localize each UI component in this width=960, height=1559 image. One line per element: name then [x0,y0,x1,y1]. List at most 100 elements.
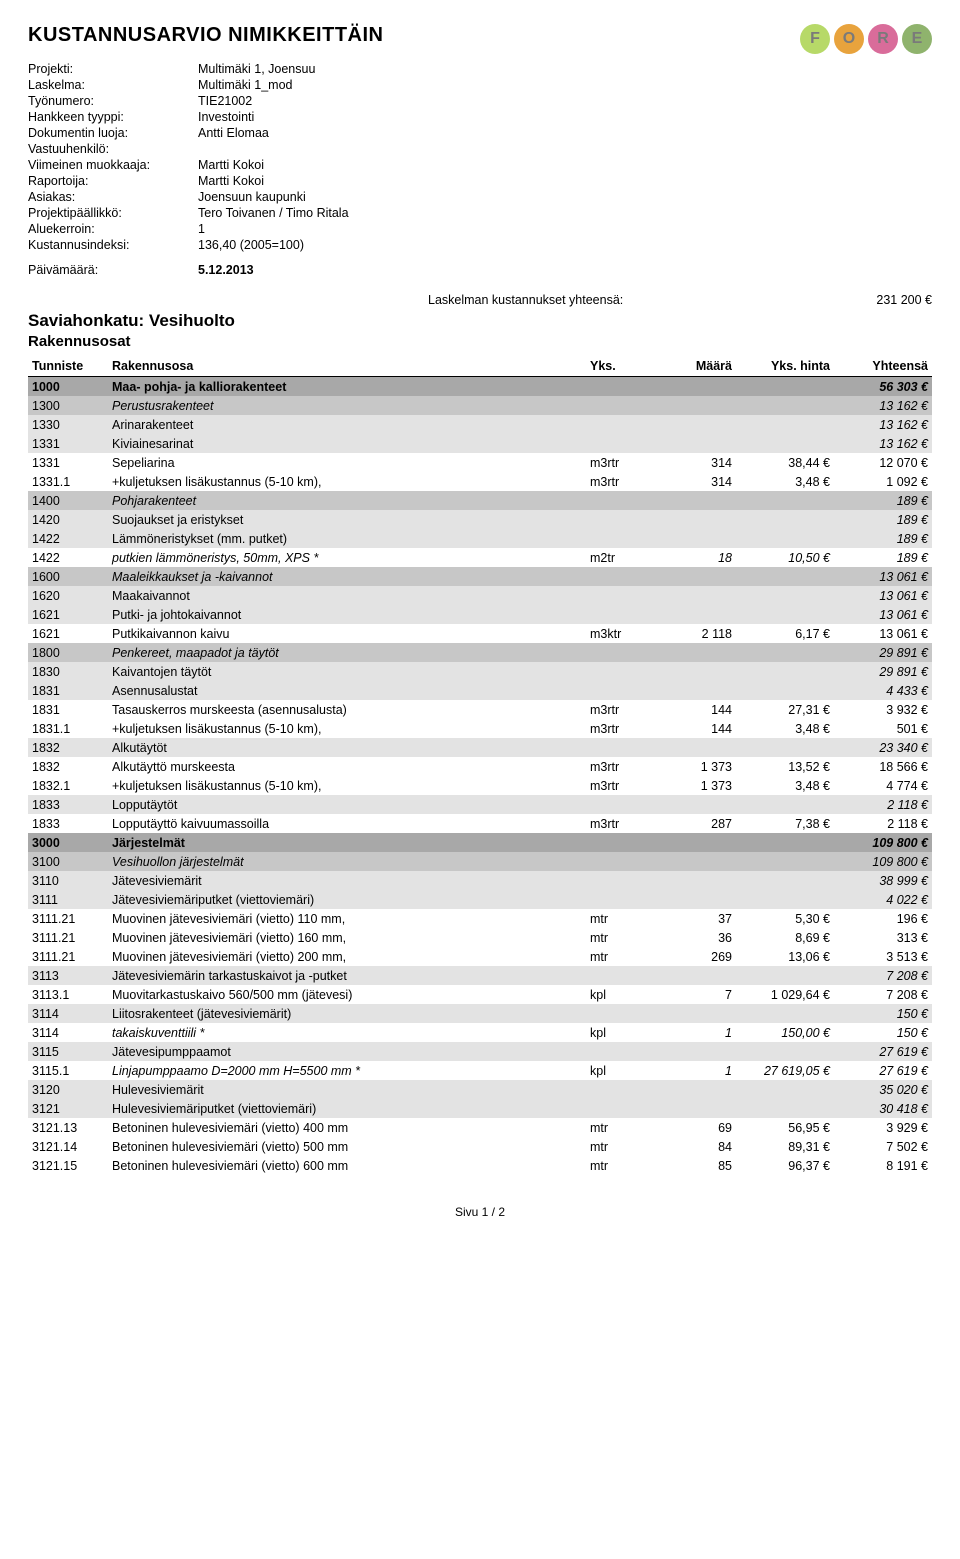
cell-id: 3121 [28,1099,108,1118]
meta-label: Työnumero: [28,93,198,109]
table-row: 3113Jätevesiviemärin tarkastuskaivot ja … [28,966,932,985]
cell-total: 35 020 € [834,1080,932,1099]
table-row: 3114Liitosrakenteet (jätevesiviemärit)15… [28,1004,932,1023]
cell-id: 3121.13 [28,1118,108,1137]
cell-unit [586,1080,648,1099]
cell-price: 8,69 € [736,928,834,947]
meta-label: Dokumentin luoja: [28,125,198,141]
cell-unit: mtr [586,1118,648,1137]
cell-qty [648,510,736,529]
col-id: Tunniste [28,356,108,377]
cell-price: 7,38 € [736,814,834,833]
meta-row: Aluekerroin:1 [28,221,349,237]
cell-desc: +kuljetuksen lisäkustannus (5-10 km), [108,776,586,795]
cell-desc: Hulevesiviemärit [108,1080,586,1099]
meta-label: Laskelma: [28,77,198,93]
table-row: 3121.15Betoninen hulevesiviemäri (vietto… [28,1156,932,1175]
cell-total: 1 092 € [834,472,932,491]
meta-label: Viimeinen muokkaaja: [28,157,198,173]
cell-unit [586,434,648,453]
cell-unit [586,510,648,529]
cell-price [736,1042,834,1061]
meta-label: Hankkeen tyyppi: [28,109,198,125]
cell-price [736,1080,834,1099]
cell-qty [648,833,736,852]
cell-desc: Lämmöneristykset (mm. putket) [108,529,586,548]
cell-desc: Betoninen hulevesiviemäri (vietto) 500 m… [108,1137,586,1156]
cell-qty [648,890,736,909]
cell-unit [586,567,648,586]
cell-desc: Kaivantojen täytöt [108,662,586,681]
cell-qty: 314 [648,472,736,491]
table-row: 1331Kiviainesarinat13 162 € [28,434,932,453]
cell-unit [586,1004,648,1023]
cell-unit [586,871,648,890]
table-row: 1600Maaleikkaukset ja -kaivannot13 061 € [28,567,932,586]
cell-qty: 85 [648,1156,736,1175]
cell-total: 189 € [834,510,932,529]
cell-unit [586,643,648,662]
logo-orb: E [902,24,932,54]
cell-price [736,1004,834,1023]
cell-id: 3111.21 [28,947,108,966]
cell-qty [648,1042,736,1061]
meta-value: 136,40 (2005=100) [198,237,349,253]
cell-total: 29 891 € [834,643,932,662]
cell-qty [648,529,736,548]
cell-total: 27 619 € [834,1042,932,1061]
cell-total: 4 433 € [834,681,932,700]
table-row: 1621Putki- ja johtokaivannot13 061 € [28,605,932,624]
cell-price [736,681,834,700]
cell-total: 13 061 € [834,624,932,643]
cost-table: Tunniste Rakennusosa Yks. Määrä Yks. hin… [28,356,932,1175]
cell-total: 3 513 € [834,947,932,966]
table-row: 1832Alkutäytöt23 340 € [28,738,932,757]
cell-unit [586,738,648,757]
cell-desc: Lopputäyttö kaivuumassoilla [108,814,586,833]
meta-label: Projekti: [28,61,198,77]
cell-price [736,377,834,397]
cell-price [736,852,834,871]
cell-price [736,434,834,453]
table-row: 1832.1+kuljetuksen lisäkustannus (5-10 k… [28,776,932,795]
cell-desc: Alkutäytöt [108,738,586,757]
table-row: 3114takaiskuventtiili *kpl1150,00 €150 € [28,1023,932,1042]
cell-total: 12 070 € [834,453,932,472]
cell-unit: kpl [586,985,648,1004]
meta-value: Martti Kokoi [198,157,349,173]
cell-id: 1831 [28,700,108,719]
table-row: 1832Alkutäyttö murskeestam3rtr1 37313,52… [28,757,932,776]
table-row: 3121.14Betoninen hulevesiviemäri (vietto… [28,1137,932,1156]
meta-row: Projekti:Multimäki 1, Joensuu [28,61,349,77]
cell-desc: Betoninen hulevesiviemäri (vietto) 600 m… [108,1156,586,1175]
cell-unit [586,833,648,852]
cell-total: 3 932 € [834,700,932,719]
col-qty: Määrä [648,356,736,377]
cell-qty: 37 [648,909,736,928]
cell-desc: Muovinen jätevesiviemäri (vietto) 160 mm… [108,928,586,947]
meta-value: 1 [198,221,349,237]
cell-unit: m3rtr [586,700,648,719]
cell-id: 1831.1 [28,719,108,738]
cell-desc: +kuljetuksen lisäkustannus (5-10 km), [108,719,586,738]
cell-total: 13 061 € [834,586,932,605]
meta-label: Aluekerroin: [28,221,198,237]
cell-desc: Maakaivannot [108,586,586,605]
cell-unit [586,1099,648,1118]
cell-unit: m3rtr [586,757,648,776]
cell-id: 1300 [28,396,108,415]
cell-id: 1832 [28,757,108,776]
cell-price [736,491,834,510]
cell-desc: Pohjarakenteet [108,491,586,510]
col-total: Yhteensä [834,356,932,377]
cell-desc: Putki- ja johtokaivannot [108,605,586,624]
cell-id: 1620 [28,586,108,605]
table-row: 1331.1+kuljetuksen lisäkustannus (5-10 k… [28,472,932,491]
cell-qty: 144 [648,719,736,738]
cell-desc: Liitosrakenteet (jätevesiviemärit) [108,1004,586,1023]
cell-total: 2 118 € [834,795,932,814]
meta-row: Laskelma:Multimäki 1_mod [28,77,349,93]
cell-price [736,833,834,852]
cell-qty: 1 373 [648,776,736,795]
cell-price [736,643,834,662]
